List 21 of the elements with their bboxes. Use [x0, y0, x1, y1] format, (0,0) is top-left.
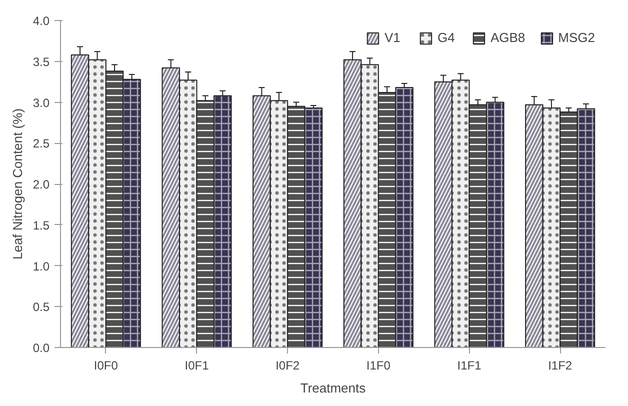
y-tick-label: 4.0 — [32, 14, 50, 28]
legend-label: AGB8 — [490, 30, 526, 45]
y-tick-label: 3.5 — [32, 54, 50, 69]
y-tick-label: 2.0 — [32, 178, 50, 192]
y-tick-label: 0.5 — [32, 300, 50, 314]
legend-label: G4 — [437, 30, 456, 45]
legend-label: MSG2 — [558, 30, 595, 45]
legend-label: V1 — [384, 30, 402, 45]
y-tick-label: 1.0 — [32, 259, 50, 274]
x-tick-label: I0F0 — [94, 358, 118, 372]
x-tick-label: I0F2 — [276, 358, 300, 372]
y-tick-label: 3.0 — [32, 96, 50, 110]
y-tick-label: 1.5 — [32, 218, 50, 232]
y-tick-label: 0.0 — [32, 341, 50, 355]
y-tick-label: 2.5 — [32, 136, 50, 151]
x-tick-label: I1F1 — [457, 358, 482, 372]
x-tick-label: I1F0 — [366, 358, 391, 372]
y-axis-title: Leaf Nitrogen Content (%) — [10, 108, 25, 260]
x-tick-label: I1F2 — [548, 358, 572, 372]
x-axis-title: Treatments — [300, 380, 366, 396]
x-tick-label: I0F1 — [184, 358, 210, 372]
